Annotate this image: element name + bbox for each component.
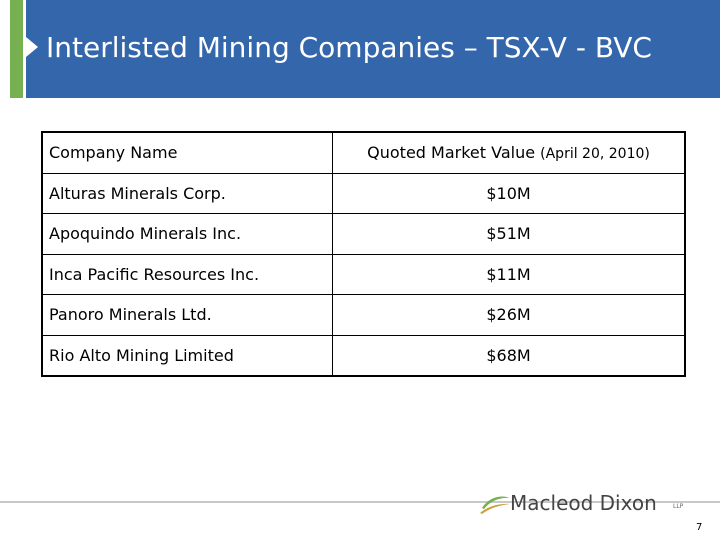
title-banner [26,0,720,98]
firm-logo: Macleod Dixon LLP [478,488,698,518]
market-value-cell: $26M [332,294,686,336]
market-value-cell: $68M [332,334,686,377]
logo-text: Macleod Dixon [510,491,657,515]
column-header-value-note: (April 20, 2010) [540,146,650,163]
accent-bar [10,0,23,98]
swoosh-icon [480,496,510,514]
column-header-value-main: Quoted Market Value [367,143,536,163]
column-header-company: Company Name [41,131,333,174]
company-name-cell: Rio Alto Mining Limited [41,334,333,377]
slide-title: Interlisted Mining Companies – TSX-V - B… [46,31,652,64]
company-name-cell: Apoquindo Minerals Inc. [41,213,333,255]
table-row: Alturas Minerals Corp. $10M [41,172,686,214]
table-row: Inca Pacific Resources Inc. $11M [41,253,686,295]
slide-header: Interlisted Mining Companies – TSX-V - B… [0,0,720,98]
company-name-cell: Alturas Minerals Corp. [41,172,333,214]
companies-table: Company Name Quoted Market Value (April … [41,131,686,377]
column-header-value: Quoted Market Value (April 20, 2010) [332,131,686,174]
table-row: Apoquindo Minerals Inc. $51M [41,213,686,255]
logo-suffix: LLP [673,503,684,510]
company-name-cell: Inca Pacific Resources Inc. [41,253,333,295]
market-value-cell: $11M [332,253,686,295]
market-value-cell: $10M [332,172,686,214]
page-number: 7 [696,522,703,533]
table-header-row: Company Name Quoted Market Value (April … [41,131,686,174]
table-row: Rio Alto Mining Limited $68M [41,334,686,377]
footer-divider [0,501,720,503]
company-name-cell: Panoro Minerals Ltd. [41,294,333,336]
table-row: Panoro Minerals Ltd. $26M [41,294,686,336]
arrow-icon [26,37,38,57]
market-value-cell: $51M [332,213,686,255]
